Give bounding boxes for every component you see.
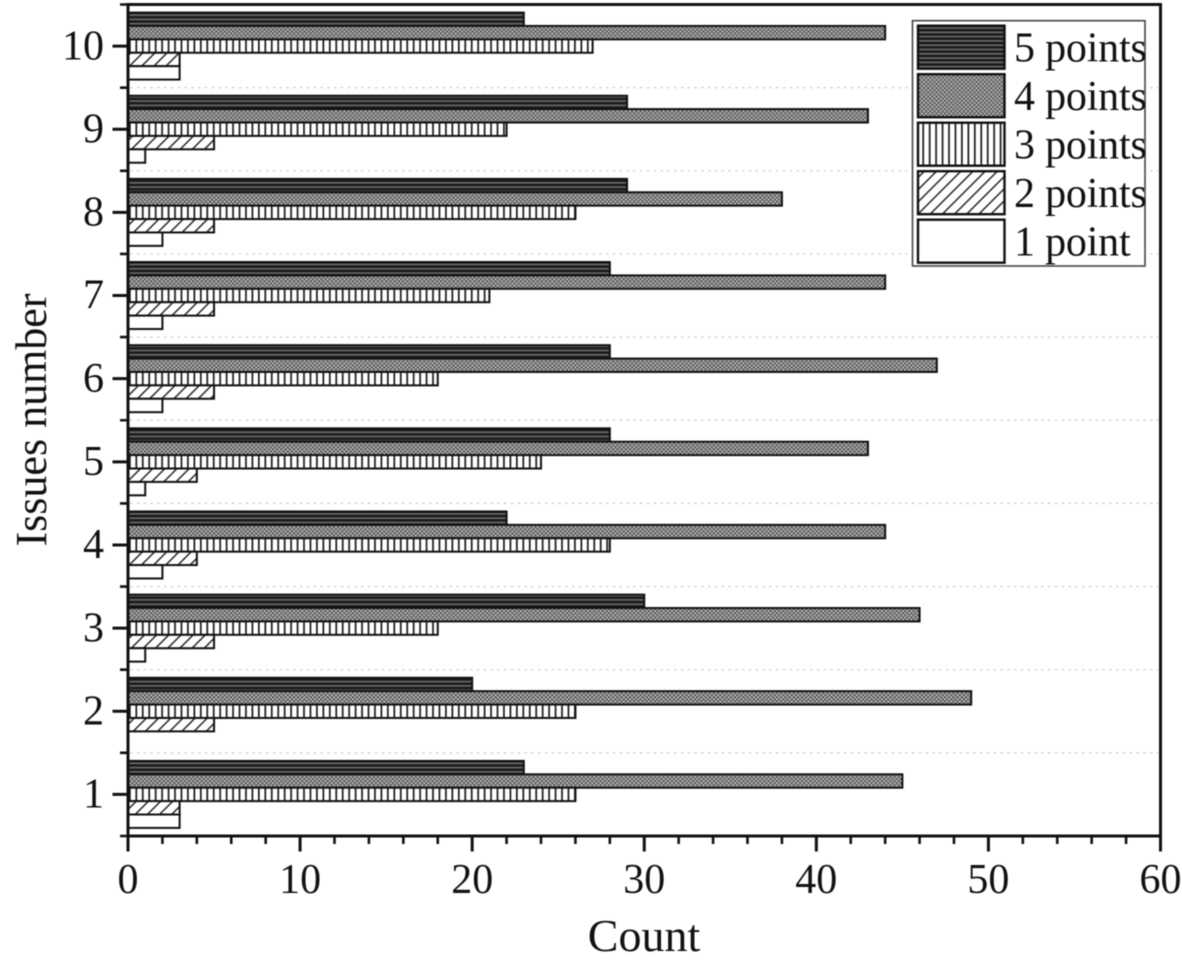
svg-text:20: 20 xyxy=(451,857,493,903)
svg-text:4 points: 4 points xyxy=(1014,74,1147,120)
svg-text:1: 1 xyxy=(83,772,104,818)
svg-text:10: 10 xyxy=(62,23,104,69)
svg-text:5: 5 xyxy=(83,439,104,485)
svg-text:60: 60 xyxy=(1140,857,1182,903)
svg-text:40: 40 xyxy=(795,857,837,903)
svg-text:9: 9 xyxy=(83,106,104,152)
svg-text:30: 30 xyxy=(623,857,665,903)
svg-text:8: 8 xyxy=(83,190,104,236)
svg-text:2: 2 xyxy=(83,689,104,735)
svg-text:0: 0 xyxy=(118,857,139,903)
svg-text:4: 4 xyxy=(83,522,104,568)
svg-text:3: 3 xyxy=(83,605,104,651)
svg-text:7: 7 xyxy=(83,273,104,319)
svg-text:Count: Count xyxy=(588,910,701,961)
svg-text:5 points: 5 points xyxy=(1014,26,1147,72)
svg-text:1 point: 1 point xyxy=(1014,220,1131,266)
svg-text:2 points: 2 points xyxy=(1014,171,1147,217)
svg-text:10: 10 xyxy=(279,857,321,903)
svg-text:Issues number: Issues number xyxy=(7,293,56,546)
svg-text:3 points: 3 points xyxy=(1014,123,1147,169)
svg-text:6: 6 xyxy=(83,356,104,402)
svg-text:50: 50 xyxy=(967,857,1009,903)
